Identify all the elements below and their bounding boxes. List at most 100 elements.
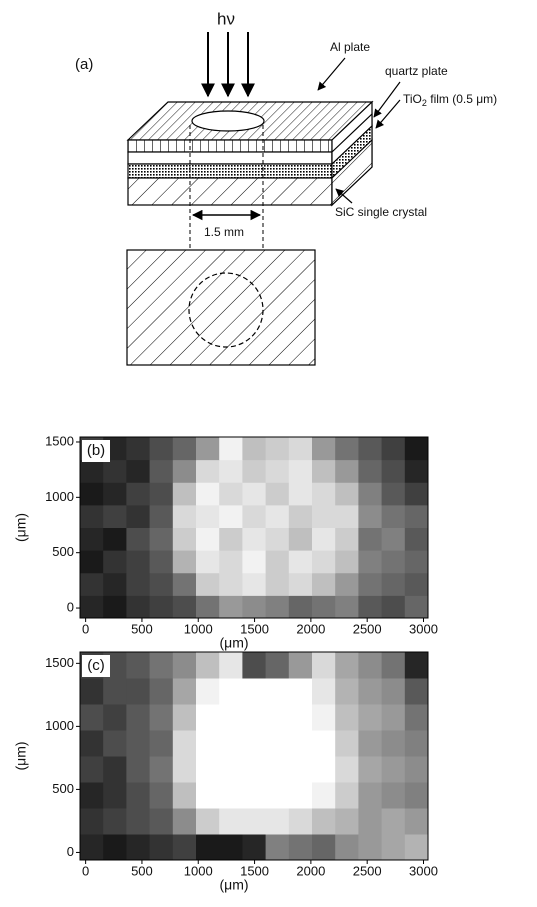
heat-cell [358, 808, 382, 835]
heat-cell [242, 505, 266, 528]
heat-cell [173, 808, 197, 835]
heat-cell [242, 678, 266, 705]
heat-cell [219, 756, 243, 783]
y-tick-label: 1000 [45, 489, 74, 504]
heat-cell [405, 834, 429, 861]
heat-cell [312, 652, 336, 679]
heat-cell [196, 782, 220, 809]
heat-cell [266, 782, 290, 809]
heat-cell [196, 437, 220, 460]
heat-cell [173, 550, 197, 573]
heat-cell [219, 460, 243, 483]
heat-cell [242, 460, 266, 483]
heat-cell [103, 678, 127, 705]
heat-cell [80, 595, 104, 618]
heat-cell [150, 460, 174, 483]
heat-cell [405, 652, 429, 679]
panel-label: (a) [75, 56, 93, 73]
heat-cell [103, 756, 127, 783]
heat-cell [405, 437, 429, 460]
heat-cell [335, 678, 359, 705]
heat-cell [103, 528, 127, 551]
heat-cell [289, 652, 313, 679]
heat-cell [150, 528, 174, 551]
heat-cell [126, 595, 150, 618]
x-tick-label: 2000 [296, 863, 325, 878]
heat-cell [103, 808, 127, 835]
figure: (a) hν 1.5 mm Al plate quartz plate TiO2… [0, 0, 537, 907]
heat-cell [150, 834, 174, 861]
heat-cell [242, 730, 266, 757]
heat-cell [266, 550, 290, 573]
heat-cell [358, 482, 382, 505]
heat-cell [382, 505, 406, 528]
heat-cell [358, 528, 382, 551]
heat-cell [335, 550, 359, 573]
heat-cell [150, 482, 174, 505]
heat-cell [266, 678, 290, 705]
heat-cell [150, 573, 174, 596]
heat-cell [289, 528, 313, 551]
heat-cell [289, 834, 313, 861]
heat-cell [173, 704, 197, 731]
y-tick-label: 1500 [45, 655, 74, 670]
heat-cell [266, 505, 290, 528]
heat-cell [242, 756, 266, 783]
heat-cell [126, 834, 150, 861]
heat-cell [219, 528, 243, 551]
heat-cell [219, 550, 243, 573]
heat-cell [266, 834, 290, 861]
heat-cell [80, 782, 104, 809]
heat-cell [173, 782, 197, 809]
heat-cell [335, 834, 359, 861]
heat-cell [126, 652, 150, 679]
heat-cell [219, 834, 243, 861]
heat-cell [196, 505, 220, 528]
heat-cell [335, 652, 359, 679]
heat-cell [266, 528, 290, 551]
heat-cell [289, 678, 313, 705]
heat-cell [242, 595, 266, 618]
heat-cell [335, 437, 359, 460]
heat-cell [196, 595, 220, 618]
heat-cell [219, 505, 243, 528]
heat-cell [358, 678, 382, 705]
heat-cell [312, 550, 336, 573]
heat-cell [382, 834, 406, 861]
heat-cell [312, 782, 336, 809]
heat-cell [173, 437, 197, 460]
heat-cell [335, 460, 359, 483]
heat-cell [335, 482, 359, 505]
heat-cell [405, 678, 429, 705]
heat-cell [312, 756, 336, 783]
heat-cell [382, 678, 406, 705]
heat-cell [196, 704, 220, 731]
y-tick-label: 1000 [45, 718, 74, 733]
heat-cell [358, 550, 382, 573]
heat-cell [173, 505, 197, 528]
heat-cell [219, 652, 243, 679]
heat-cell [266, 460, 290, 483]
heat-cell [382, 482, 406, 505]
heat-cell [80, 528, 104, 551]
heat-cell [196, 652, 220, 679]
heat-cell [103, 834, 127, 861]
heat-cell [80, 460, 104, 483]
heat-cell [405, 482, 429, 505]
quartz-label: quartz plate [385, 64, 448, 78]
heat-cell [219, 573, 243, 596]
heat-cell [289, 704, 313, 731]
heat-cell [126, 550, 150, 573]
heat-cell [173, 834, 197, 861]
heat-cell [219, 595, 243, 618]
heat-cell [358, 652, 382, 679]
heat-cell [266, 808, 290, 835]
heat-cell [196, 528, 220, 551]
heat-cell [266, 595, 290, 618]
heat-cell [173, 730, 197, 757]
heat-cell [150, 505, 174, 528]
heat-cell [126, 730, 150, 757]
heat-cell [150, 756, 174, 783]
heat-cell [358, 595, 382, 618]
heat-cell [405, 550, 429, 573]
